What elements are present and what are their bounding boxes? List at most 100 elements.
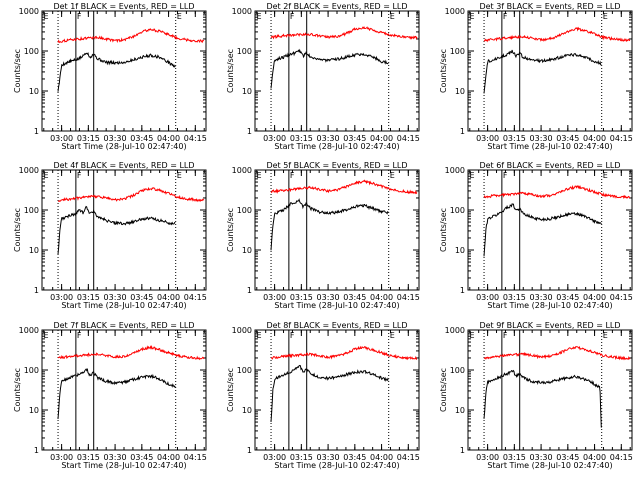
y-axis-label: Counts/sec <box>13 368 22 412</box>
x-tick-label: 03:30 <box>104 134 127 143</box>
events-series-line <box>57 51 176 92</box>
flag-label: E <box>44 12 49 21</box>
lld-series-line <box>57 345 205 361</box>
flag-label: F <box>290 171 295 180</box>
y-axis-label: Counts/sec <box>226 368 235 412</box>
x-tick-label: 04:15 <box>397 134 420 143</box>
x-tick-label: 03:45 <box>343 293 366 302</box>
x-tick-label: 03:45 <box>556 453 579 462</box>
y-tick-label: 1000 <box>232 166 252 175</box>
chart-title: Det 2f BLACK = Events, RED = LLD <box>266 2 407 11</box>
y-tick-label: 100 <box>237 366 252 375</box>
chart-panel: Det 4f BLACK = Events, RED = LLD 1 10 100 10… <box>13 161 207 310</box>
x-tick-label: 03:15 <box>290 293 313 302</box>
x-tick-label: 03:15 <box>77 293 100 302</box>
x-tick-label: 04:00 <box>157 453 180 462</box>
events-series-line <box>57 205 176 255</box>
chart-panel: Det 5f BLACK = Events, RED = LLD 1 10 100 10… <box>226 161 420 310</box>
chart-panel: Det 9f BLACK = Events, RED = LLD 1 10 100 10… <box>439 321 633 470</box>
x-tick-label: 03:00 <box>263 453 286 462</box>
x-tick-label: 04:00 <box>583 293 606 302</box>
x-tick-label: 04:15 <box>184 293 207 302</box>
x-tick-label: 04:15 <box>184 134 207 143</box>
events-series-line <box>270 198 389 251</box>
x-tick-label: 03:30 <box>317 453 340 462</box>
flag-label: E <box>390 331 395 340</box>
flag-label: E <box>177 171 182 180</box>
y-tick-label: 100 <box>24 47 39 56</box>
chart-panel: Det 2f BLACK = Events, RED = LLD 1 10 100 10… <box>226 2 420 151</box>
x-tick-label: 03:15 <box>290 453 313 462</box>
flag-label: E <box>603 171 608 180</box>
x-axis-label: Start Time (28-Jul-10 02:47:40) <box>274 461 399 470</box>
y-tick-label: 10 <box>242 87 252 96</box>
x-tick-label: 03:15 <box>503 453 526 462</box>
x-tick-label: 03:30 <box>317 134 340 143</box>
flag-label: F <box>290 12 295 21</box>
x-tick-label: 04:15 <box>397 293 420 302</box>
events-series-line <box>270 364 389 423</box>
y-tick-label: 1000 <box>445 7 465 16</box>
lld-series-line <box>270 179 418 195</box>
x-tick-label: 03:30 <box>104 453 127 462</box>
x-axis-label: Start Time (28-Jul-10 02:47:40) <box>274 301 399 310</box>
flag-label: E <box>44 171 49 180</box>
x-axis-label: Start Time (28-Jul-10 02:47:40) <box>487 301 612 310</box>
x-axis-label: Start Time (28-Jul-10 02:47:40) <box>61 301 186 310</box>
x-tick-label: 03:30 <box>104 293 127 302</box>
y-tick-label: 10 <box>242 246 252 255</box>
x-tick-label: 03:00 <box>263 293 286 302</box>
x-tick-label: 04:15 <box>610 293 633 302</box>
y-tick-label: 1 <box>460 446 465 455</box>
y-tick-label: 1000 <box>445 326 465 335</box>
lld-series-line <box>483 345 631 361</box>
x-tick-label: 03:00 <box>263 134 286 143</box>
y-axis-label: Counts/sec <box>226 49 235 93</box>
y-tick-label: 100 <box>450 206 465 215</box>
x-tick-label: 03:00 <box>50 453 73 462</box>
chart-title: Det 1f BLACK = Events, RED = LLD <box>53 2 194 11</box>
y-tick-label: 10 <box>455 87 465 96</box>
y-axis-label: Counts/sec <box>13 49 22 93</box>
flag-label: E <box>44 331 49 340</box>
plot-frame <box>467 329 633 451</box>
y-tick-label: 100 <box>24 206 39 215</box>
chart-title: Det 3f BLACK = Events, RED = LLD <box>479 2 620 11</box>
x-tick-label: 03:15 <box>77 453 100 462</box>
x-tick-label: 04:00 <box>157 293 180 302</box>
y-tick-label: 10 <box>455 406 465 415</box>
chart-panel: Det 8f BLACK = Events, RED = LLD 1 10 100 10… <box>226 321 420 470</box>
x-tick-label: 04:15 <box>397 453 420 462</box>
events-series-line <box>57 368 176 420</box>
x-tick-label: 04:00 <box>370 134 393 143</box>
x-axis-label: Start Time (28-Jul-10 02:47:40) <box>61 461 186 470</box>
x-tick-label: 04:00 <box>583 134 606 143</box>
y-tick-label: 1000 <box>445 166 465 175</box>
y-tick-label: 1 <box>247 446 252 455</box>
y-tick-label: 100 <box>24 366 39 375</box>
plot-frame <box>467 10 633 132</box>
flag-label: E <box>470 331 475 340</box>
plot-frame <box>41 10 207 132</box>
x-tick-label: 03:15 <box>77 134 100 143</box>
x-tick-label: 03:30 <box>530 453 553 462</box>
chart-panel: Det 1f BLACK = Events, RED = LLD 1 10 100 10… <box>13 2 207 151</box>
y-tick-label: 1 <box>34 127 39 136</box>
lld-series-line <box>57 186 205 203</box>
y-axis-label: Counts/sec <box>439 49 448 93</box>
plot-frame <box>254 10 420 132</box>
y-tick-label: 1 <box>460 286 465 295</box>
x-tick-label: 03:45 <box>556 134 579 143</box>
y-tick-label: 10 <box>29 87 39 96</box>
y-tick-label: 1 <box>34 446 39 455</box>
chart-panel: Det 7f BLACK = Events, RED = LLD 1 10 100 10… <box>13 321 207 470</box>
y-tick-label: 100 <box>450 366 465 375</box>
flag-label: F <box>77 171 82 180</box>
y-tick-label: 100 <box>237 47 252 56</box>
chart-title: Det 8f BLACK = Events, RED = LLD <box>266 321 407 330</box>
x-tick-label: 04:15 <box>184 453 207 462</box>
events-series-line <box>483 49 602 94</box>
chart-title: Det 5f BLACK = Events, RED = LLD <box>266 161 407 170</box>
flag-label: E <box>390 12 395 21</box>
x-tick-label: 03:00 <box>476 134 499 143</box>
